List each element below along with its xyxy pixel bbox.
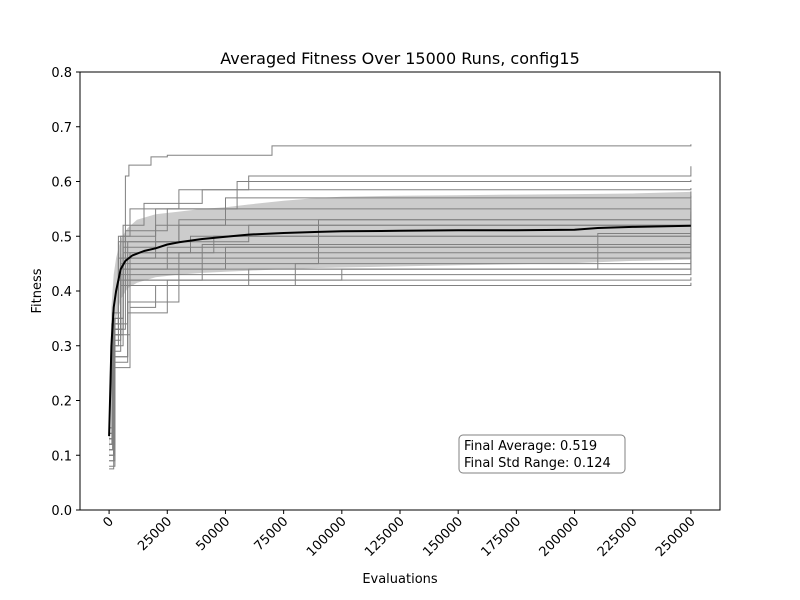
annotation-frame: [458, 434, 626, 474]
average-line: [108, 224, 691, 437]
annotation-final-average: Final Average: 0.519: [464, 439, 597, 454]
y-tick-label: 0.6: [51, 176, 72, 191]
x-axis-label: Evaluations: [362, 572, 438, 587]
y-tick-label: 0.0: [51, 504, 72, 519]
y-tick-label: 0.8: [51, 66, 72, 81]
std-band: [109, 191, 691, 461]
annotation-final-std-range: Final Std Range: 0.124: [464, 456, 611, 471]
y-tick-label: 0.1: [51, 449, 72, 464]
annotation-box: Final Average: 0.519 Final Std Range: 0.…: [458, 434, 626, 474]
std-band-layer: [109, 191, 691, 461]
y-axis-label: Fitness: [30, 268, 45, 313]
runs-layer: [109, 144, 692, 470]
y-tick-label: 0.7: [51, 121, 72, 136]
run-line-23: [109, 277, 692, 470]
y-tick-label: 0.4: [51, 285, 72, 300]
average-layer: [108, 224, 691, 437]
y-tick-label: 0.2: [51, 395, 72, 410]
y-tick-label: 0.3: [51, 340, 72, 355]
y-axis: 0.0 0.1 0.2 0.3 0.4 0.5 0.6 0.7 0.8: [51, 66, 80, 519]
y-tick-label: 0.5: [51, 230, 72, 245]
run-line-24: [109, 282, 692, 462]
chart-title: Averaged Fitness Over 15000 Runs, config…: [220, 49, 580, 68]
